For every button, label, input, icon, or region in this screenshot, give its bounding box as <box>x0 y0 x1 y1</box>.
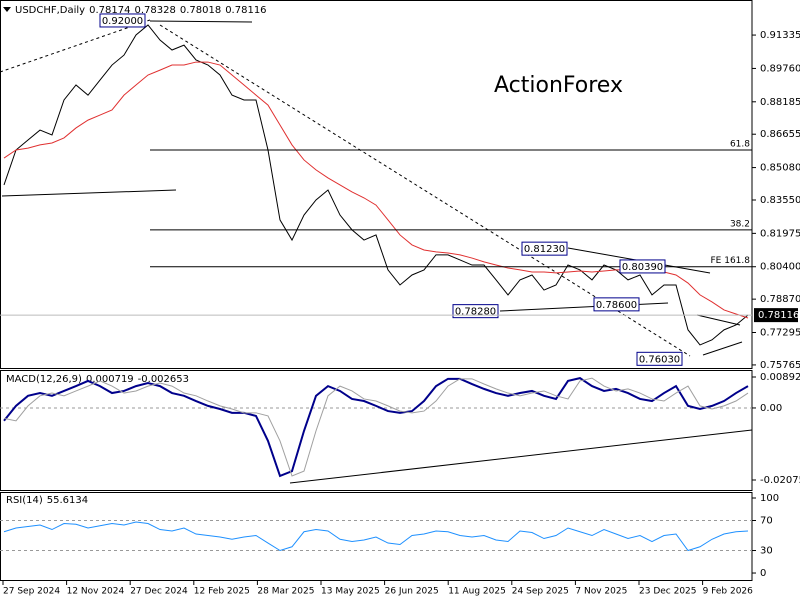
x-tick-label: 13 May 2025 <box>321 587 380 597</box>
y-tick-label: 0.78870 <box>760 294 800 305</box>
y-tick-label: -0.020759 <box>760 475 800 486</box>
y-tick-label: 0.85080 <box>760 163 800 174</box>
price-label-box <box>99 13 146 28</box>
x-tick-label: 11 Aug 2025 <box>448 587 506 597</box>
x-tick-label: 26 Jun 2025 <box>385 587 439 597</box>
price-label-box <box>619 259 666 274</box>
trendline <box>702 341 743 356</box>
price-label-box <box>452 304 499 319</box>
current-price: 0.78116 <box>758 310 799 321</box>
menu-arrow <box>3 7 11 12</box>
x-tick-label: 7 Nov 2025 <box>575 587 627 597</box>
price-label-box <box>593 297 640 312</box>
high: 0.78328 <box>134 5 175 16</box>
x-tick-label: 12 Feb 2025 <box>194 587 250 597</box>
y-tick-label: 70 <box>760 516 773 527</box>
price-panel <box>0 0 753 369</box>
y-tick-label: 0.89760 <box>760 63 800 74</box>
current-price-box <box>754 308 798 323</box>
price-label-box <box>521 241 568 256</box>
watermark: ActionForex <box>494 73 623 98</box>
trendline <box>159 24 691 357</box>
y-tick-label: 0.75765 <box>760 360 800 371</box>
x-tick-label: 9 Feb 2026 <box>703 587 754 597</box>
rsi-header: RSI(14) 55.6134 <box>6 495 88 506</box>
low: 0.78018 <box>180 5 221 16</box>
y-tick-label: 0.008923 <box>760 372 800 383</box>
y-tick-label: 0.91335 <box>760 30 800 41</box>
price-label-box <box>636 351 683 366</box>
x-tick-label: 27 Sep 2024 <box>3 587 60 597</box>
y-tick-label: 0.80400 <box>760 262 800 273</box>
x-tick-label: 24 Sep 2025 <box>512 587 569 597</box>
x-tick-label: 23 Dec 2025 <box>639 587 697 597</box>
trendline <box>696 314 741 326</box>
y-tick-label: 0.88185 <box>760 97 800 108</box>
close: 0.78116 <box>225 5 266 16</box>
price-label: 0.81230 <box>524 244 565 255</box>
signal-reading: -0.002653 <box>138 374 189 385</box>
x-tick-label: 28 Mar 2025 <box>257 587 314 597</box>
y-tick-label: 30 <box>760 546 773 557</box>
price-label: 0.92000 <box>102 16 143 27</box>
trendline <box>1 189 177 197</box>
y-tick-label: 0.00 <box>760 403 782 414</box>
chart-header: USDCHF,Daily 0.78174 0.78328 0.78018 0.78116 <box>15 5 267 16</box>
trendline <box>149 20 253 23</box>
price-label: 0.78280 <box>455 307 496 318</box>
open: 0.78174 <box>89 5 130 16</box>
y-tick-label: 0.86655 <box>760 129 800 140</box>
y-tick-label: 0 <box>760 568 766 579</box>
fib-label: 38.2 <box>730 219 750 229</box>
y-tick-label: 0.77295 <box>760 328 800 339</box>
trendline <box>0 19 151 73</box>
macd-title: MACD(12,26,9) <box>6 374 82 385</box>
price-label: 0.80390 <box>622 262 663 273</box>
macd-header: MACD(12,26,9) 0.000719 -0.002653 <box>6 374 189 385</box>
series-line <box>3 24 749 346</box>
fib-label: 61.8 <box>730 139 750 149</box>
rsi-reading: 55.6134 <box>47 495 88 506</box>
trendline <box>499 302 669 312</box>
x-tick-label: 27 Dec 2024 <box>130 587 188 597</box>
rsi-panel <box>0 492 753 581</box>
fib-label: FE 161.8 <box>711 256 751 266</box>
macd-reading: 0.000719 <box>86 374 134 385</box>
x-tick-label: 12 Nov 2024 <box>67 587 125 597</box>
series-line <box>3 377 749 477</box>
symbol: USDCHF,Daily <box>15 5 85 16</box>
series-line <box>3 521 749 552</box>
trendline <box>289 429 753 484</box>
y-tick-label: 0.83550 <box>760 195 800 206</box>
price-label: 0.76030 <box>639 354 680 365</box>
y-tick-label: 100 <box>760 493 779 504</box>
series-line <box>3 377 749 478</box>
price-label: 0.78600 <box>596 300 637 311</box>
rsi-title: RSI(14) <box>6 495 43 506</box>
y-tick-label: 0.81975 <box>760 228 800 239</box>
